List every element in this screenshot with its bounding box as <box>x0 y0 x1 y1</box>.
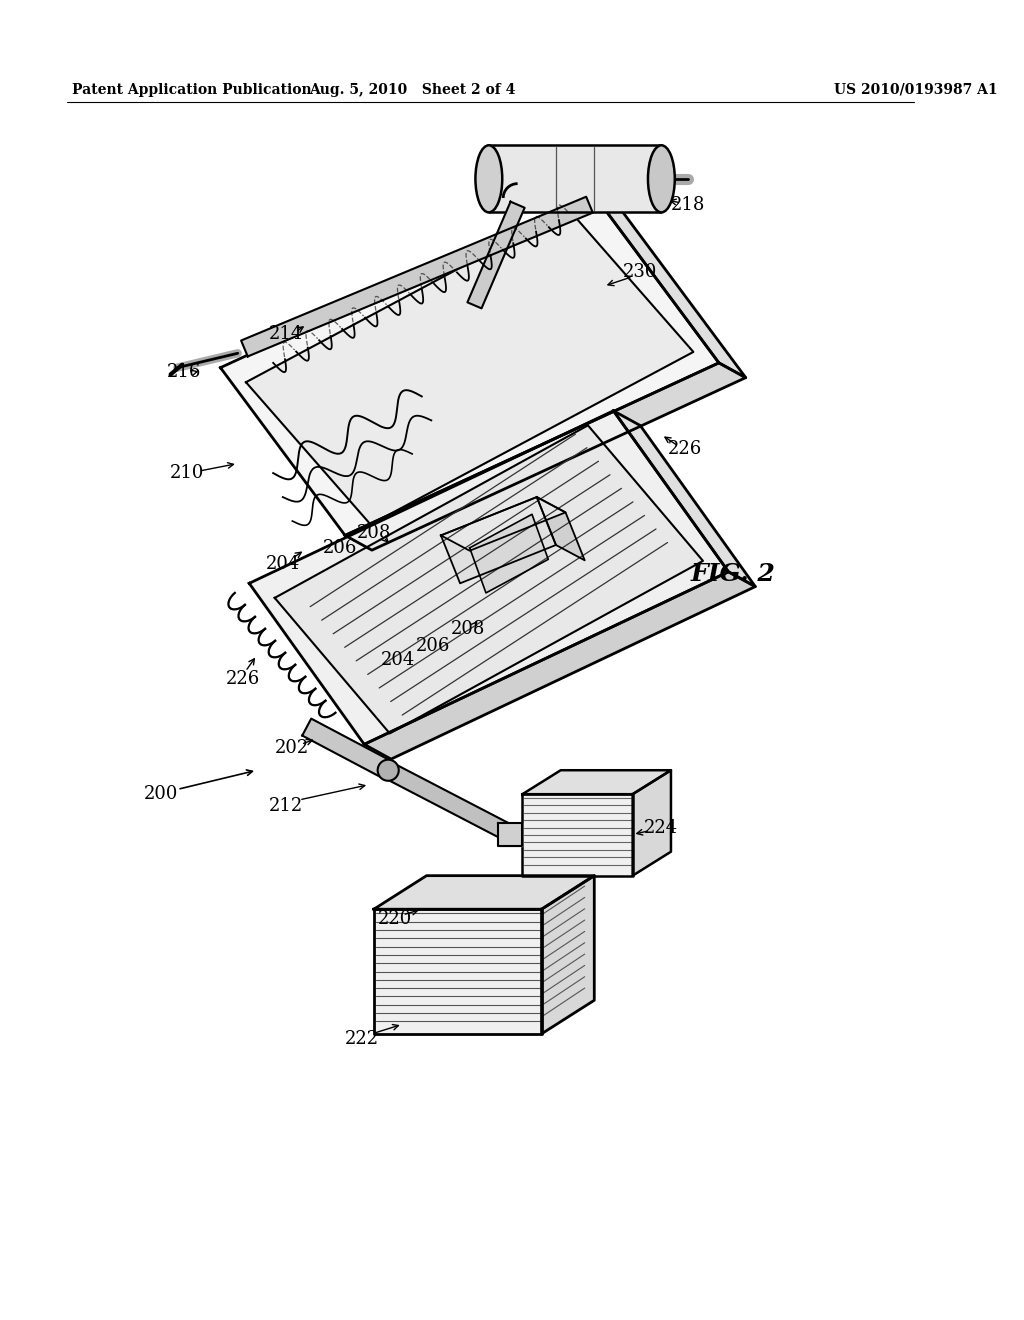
Polygon shape <box>522 771 671 795</box>
Polygon shape <box>384 763 512 841</box>
Text: 206: 206 <box>416 636 451 655</box>
Text: 206: 206 <box>324 539 357 557</box>
Text: 202: 202 <box>275 739 309 758</box>
Polygon shape <box>467 202 524 309</box>
Text: 200: 200 <box>143 785 178 803</box>
Text: 220: 220 <box>378 909 412 928</box>
Text: 208: 208 <box>356 524 391 543</box>
Polygon shape <box>613 411 756 586</box>
Polygon shape <box>249 411 728 744</box>
Text: 212: 212 <box>268 797 303 814</box>
Text: Patent Application Publication: Patent Application Publication <box>72 83 311 96</box>
Text: 216: 216 <box>167 363 202 381</box>
Polygon shape <box>594 195 745 378</box>
Text: Aug. 5, 2010   Sheet 2 of 4: Aug. 5, 2010 Sheet 2 of 4 <box>309 83 515 96</box>
Ellipse shape <box>378 760 398 780</box>
Polygon shape <box>542 875 594 1034</box>
Polygon shape <box>345 363 745 550</box>
Polygon shape <box>274 425 702 734</box>
Polygon shape <box>522 795 633 875</box>
Polygon shape <box>374 875 594 909</box>
Text: 204: 204 <box>381 651 415 669</box>
Text: 218: 218 <box>671 195 706 214</box>
Polygon shape <box>470 515 548 593</box>
Text: 208: 208 <box>451 620 485 639</box>
Polygon shape <box>499 822 522 846</box>
Polygon shape <box>241 197 593 356</box>
Text: 226: 226 <box>225 671 260 688</box>
Polygon shape <box>246 210 693 524</box>
Text: US 2010/0193987 A1: US 2010/0193987 A1 <box>834 83 997 96</box>
Ellipse shape <box>648 145 675 213</box>
Polygon shape <box>633 771 671 875</box>
Ellipse shape <box>475 145 502 213</box>
Text: 210: 210 <box>170 465 204 482</box>
Polygon shape <box>441 498 556 583</box>
Text: FIG. 2: FIG. 2 <box>690 562 775 586</box>
Text: 230: 230 <box>623 263 657 281</box>
Polygon shape <box>441 498 565 550</box>
Polygon shape <box>374 909 542 1034</box>
Polygon shape <box>365 572 756 759</box>
Polygon shape <box>302 718 392 779</box>
Text: 204: 204 <box>265 556 300 573</box>
Text: 226: 226 <box>669 440 702 458</box>
Text: 222: 222 <box>345 1030 379 1048</box>
Polygon shape <box>220 195 719 536</box>
Text: 214: 214 <box>268 325 303 343</box>
Polygon shape <box>488 145 662 213</box>
Text: 224: 224 <box>644 818 679 837</box>
Polygon shape <box>537 498 585 560</box>
